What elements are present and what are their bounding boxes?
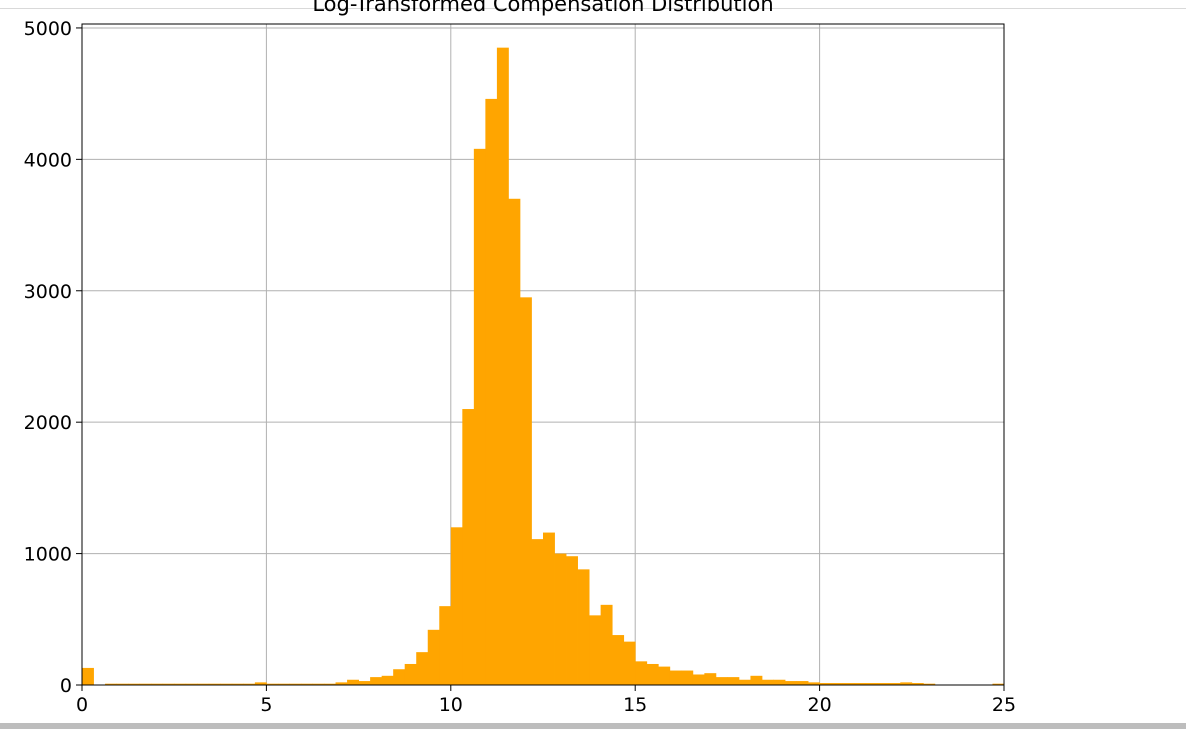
histogram-bar xyxy=(254,682,267,685)
histogram-bar xyxy=(508,198,521,685)
y-tick-label: 0 xyxy=(60,675,72,697)
histogram-bar xyxy=(635,661,648,685)
histogram-bar xyxy=(727,677,740,685)
histogram-bar xyxy=(312,683,325,685)
histogram-bar xyxy=(808,682,820,685)
histogram-bar xyxy=(381,675,394,685)
x-tick-label: 20 xyxy=(808,694,832,716)
histogram-bar xyxy=(566,556,578,685)
histogram-bar xyxy=(761,679,774,685)
histogram-bar xyxy=(162,683,175,685)
histogram-bar xyxy=(531,539,544,685)
histogram-bar xyxy=(427,629,440,685)
histogram-bar xyxy=(266,683,279,685)
histogram-bar xyxy=(82,667,94,685)
histogram-bar xyxy=(185,683,198,685)
histogram-bar xyxy=(335,682,348,685)
histogram-bar xyxy=(900,682,913,685)
y-tick-label: 5000 xyxy=(24,18,72,40)
histogram-bar xyxy=(300,683,313,685)
histogram-bar xyxy=(669,670,682,685)
histogram-bar xyxy=(231,683,244,685)
histogram-bar xyxy=(681,670,694,685)
histogram-bar xyxy=(519,297,532,685)
histogram-bar xyxy=(128,683,141,685)
x-tick-label: 5 xyxy=(260,694,272,716)
histogram-bar xyxy=(612,635,625,685)
histogram-bar xyxy=(450,527,463,685)
histogram-bar xyxy=(888,683,901,685)
histogram-bar xyxy=(865,683,878,685)
y-tick-label: 1000 xyxy=(24,544,72,566)
histogram-bar xyxy=(577,569,590,685)
histogram-bar xyxy=(854,683,867,685)
x-tick-label: 15 xyxy=(623,694,647,716)
histogram-bar xyxy=(370,677,383,685)
histogram-bar xyxy=(496,47,509,686)
histogram-bar xyxy=(404,663,417,685)
histogram-bar xyxy=(116,683,129,685)
histogram-bar xyxy=(796,681,809,685)
histogram-bar xyxy=(358,681,371,685)
bottom-scrollbar[interactable] xyxy=(0,723,1186,729)
ticks-layer: 0 5 10 15 20 25 0 1000 2000 3000 4000 5000 xyxy=(24,18,1016,716)
y-tick-label: 4000 xyxy=(24,149,72,171)
histogram-bar xyxy=(704,673,717,685)
histogram-bar xyxy=(324,683,336,685)
histogram-bar xyxy=(289,683,302,685)
x-tick-label: 25 xyxy=(992,694,1016,716)
histogram-bar xyxy=(151,683,164,685)
histogram-bar xyxy=(923,683,936,685)
histogram-bar xyxy=(439,606,452,685)
histogram-bar xyxy=(197,683,210,685)
histogram-bar xyxy=(208,683,221,685)
histogram-bar xyxy=(877,683,890,685)
x-tick-label: 0 xyxy=(76,694,88,716)
x-tick-label: 10 xyxy=(439,694,463,716)
histogram-bar xyxy=(393,669,406,685)
histogram-bar xyxy=(554,553,567,685)
histogram-bar xyxy=(485,98,498,686)
plot-frame xyxy=(81,23,1005,686)
histogram-bar xyxy=(992,683,1005,685)
histogram-bar xyxy=(819,683,832,685)
histogram-bar xyxy=(750,675,763,685)
histogram-bar xyxy=(220,683,233,685)
histogram-bar xyxy=(600,604,613,685)
y-tick-label: 3000 xyxy=(24,281,72,303)
y-tick-label: 2000 xyxy=(24,412,72,434)
histogram-bar xyxy=(105,683,117,685)
histogram-bar xyxy=(738,679,751,685)
histogram-bar xyxy=(715,677,728,685)
histogram-bar xyxy=(692,674,705,685)
histogram-bar xyxy=(277,683,290,685)
histogram-bar xyxy=(174,683,187,685)
histogram-bar xyxy=(785,681,797,685)
top-divider xyxy=(0,8,1186,9)
histogram-bar xyxy=(646,663,659,685)
histogram-bar xyxy=(139,683,152,685)
histogram-bar xyxy=(831,683,844,685)
histogram-bar xyxy=(543,532,555,685)
histogram-bar xyxy=(773,679,786,685)
histogram-bar xyxy=(589,615,602,685)
histogram-bar xyxy=(243,683,256,685)
histogram-bar xyxy=(911,683,924,685)
histogram-bar xyxy=(842,683,855,685)
chart-title: Log-Transformed Compensation Distributio… xyxy=(312,0,773,16)
histogram-bar xyxy=(347,679,359,685)
bars-layer xyxy=(82,47,1005,686)
histogram-bar xyxy=(473,148,486,686)
histogram-bar xyxy=(623,641,636,685)
histogram-bar xyxy=(462,409,475,685)
histogram-bar xyxy=(658,666,671,685)
histogram-bar xyxy=(416,652,429,685)
